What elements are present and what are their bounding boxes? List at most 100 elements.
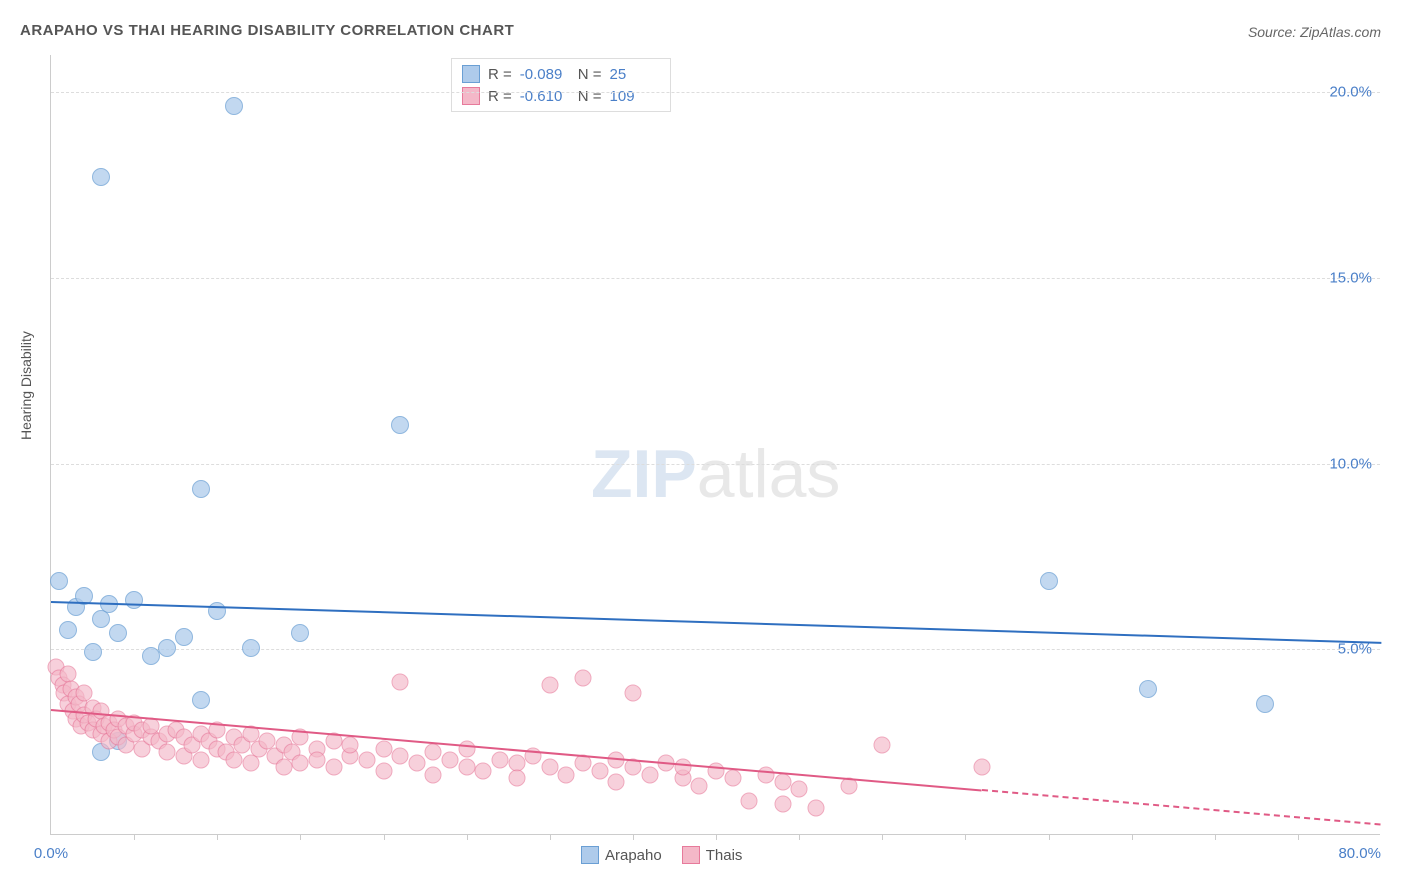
legend-swatch-icon [682, 846, 700, 864]
r-label: R = [488, 88, 512, 105]
legend: Arapaho Thais [581, 846, 742, 864]
chart-title: ARAPAHO VS THAI HEARING DISABILITY CORRE… [20, 22, 514, 39]
x-tick [1049, 834, 1050, 840]
data-point [624, 684, 641, 701]
data-point [425, 766, 442, 783]
x-tick [217, 834, 218, 840]
data-point [275, 759, 292, 776]
data-point [225, 751, 242, 768]
data-point [691, 777, 708, 794]
x-tick-label: 80.0% [1338, 845, 1381, 862]
legend-label: Thais [706, 847, 743, 864]
data-point [458, 759, 475, 776]
data-point [84, 643, 102, 661]
x-tick [965, 834, 966, 840]
legend-label: Arapaho [605, 847, 662, 864]
data-point [325, 759, 342, 776]
data-point [125, 591, 143, 609]
data-point [50, 572, 68, 590]
data-point [225, 97, 243, 115]
x-tick [467, 834, 468, 840]
y-tick-label: 20.0% [1329, 84, 1372, 101]
data-point [724, 770, 741, 787]
data-point [1256, 695, 1274, 713]
data-point [192, 480, 210, 498]
data-point [591, 762, 608, 779]
data-point [392, 748, 409, 765]
data-point [608, 774, 625, 791]
x-tick [716, 834, 717, 840]
data-point [158, 639, 176, 657]
data-point [442, 751, 459, 768]
data-point [109, 624, 127, 642]
data-point [392, 673, 409, 690]
source-label: Source: ZipAtlas.com [1248, 24, 1381, 40]
data-point [475, 762, 492, 779]
data-point [242, 639, 260, 657]
stats-row-thais: R = -0.610 N = 109 [462, 85, 660, 107]
gridline [51, 464, 1380, 465]
data-point [175, 628, 193, 646]
data-point [741, 792, 758, 809]
data-point [874, 736, 891, 753]
gridline [51, 92, 1380, 93]
data-point [774, 796, 791, 813]
data-point [92, 168, 110, 186]
stats-row-arapaho: R = -0.089 N = 25 [462, 63, 660, 85]
data-point [458, 740, 475, 757]
data-point [674, 759, 691, 776]
data-point [342, 736, 359, 753]
data-point [192, 691, 210, 709]
data-point [708, 762, 725, 779]
x-tick [1215, 834, 1216, 840]
n-label: N = [578, 88, 602, 105]
data-point [558, 766, 575, 783]
y-tick-label: 10.0% [1329, 455, 1372, 472]
data-point [774, 774, 791, 791]
watermark: ZIPatlas [591, 435, 840, 513]
data-point [391, 416, 409, 434]
data-point [291, 624, 309, 642]
x-tick-label: 0.0% [34, 845, 68, 862]
data-point [408, 755, 425, 772]
y-axis-label: Hearing Disability [18, 331, 34, 440]
x-tick [882, 834, 883, 840]
x-tick [633, 834, 634, 840]
data-point [159, 744, 176, 761]
legend-item-thais: Thais [682, 846, 743, 864]
data-point [541, 677, 558, 694]
data-point [59, 621, 77, 639]
x-tick [1132, 834, 1133, 840]
x-tick [550, 834, 551, 840]
y-tick-label: 15.0% [1329, 269, 1372, 286]
legend-swatch-icon [581, 846, 599, 864]
data-point [575, 670, 592, 687]
x-tick [1298, 834, 1299, 840]
trend-line [982, 789, 1381, 826]
x-tick [300, 834, 301, 840]
data-point [508, 770, 525, 787]
n-value: 25 [610, 66, 660, 83]
r-label: R = [488, 66, 512, 83]
x-tick [134, 834, 135, 840]
data-point [1040, 572, 1058, 590]
data-point [807, 800, 824, 817]
data-point [142, 647, 160, 665]
x-tick [799, 834, 800, 840]
data-point [192, 751, 209, 768]
data-point [491, 751, 508, 768]
data-point [757, 766, 774, 783]
data-point [208, 602, 226, 620]
r-value: -0.089 [520, 66, 570, 83]
data-point [309, 751, 326, 768]
data-point [791, 781, 808, 798]
legend-item-arapaho: Arapaho [581, 846, 662, 864]
n-value: 109 [610, 88, 660, 105]
correlation-stats-box: R = -0.089 N = 25 R = -0.610 N = 109 [451, 58, 671, 112]
n-label: N = [578, 66, 602, 83]
data-point [641, 766, 658, 783]
data-point [974, 759, 991, 776]
x-tick [384, 834, 385, 840]
stats-swatch-icon [462, 87, 480, 105]
data-point [242, 755, 259, 772]
